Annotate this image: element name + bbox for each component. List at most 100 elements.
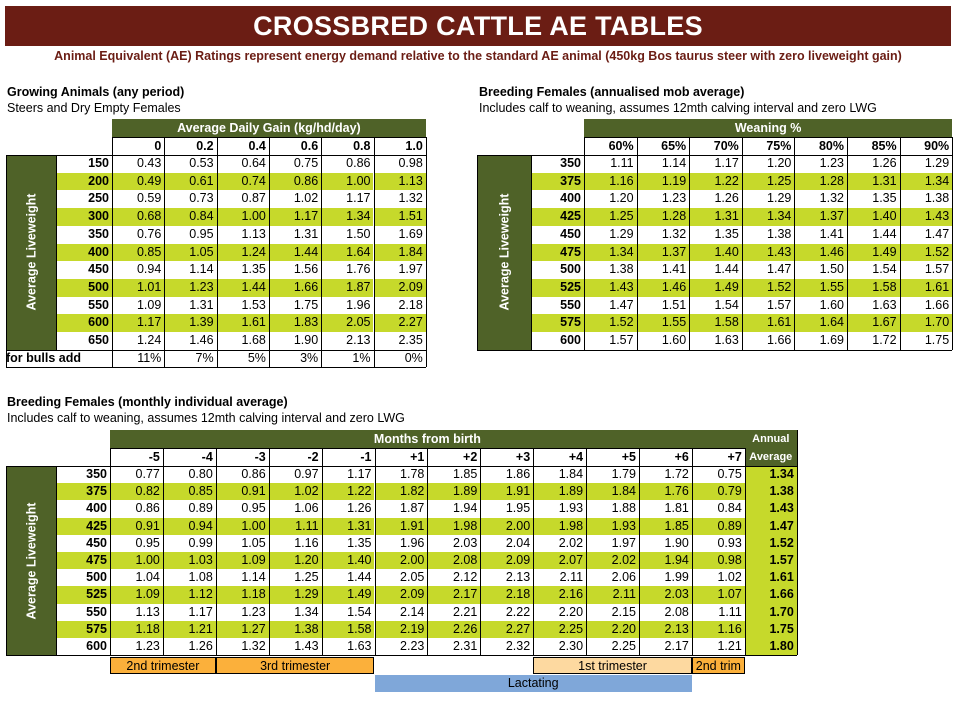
table-cell: 1.25: [268, 569, 322, 587]
grid-line: [741, 137, 743, 350]
table-cell: 1.61: [899, 278, 953, 297]
table-cell: 1.17: [321, 466, 375, 484]
table-cell: 1.29: [268, 586, 322, 604]
table-cell: 2.03: [639, 586, 692, 604]
table-cell: 1.66: [899, 296, 953, 315]
annual-average-cell: 1.80: [744, 638, 797, 656]
table-cell: 2.02: [533, 534, 587, 552]
table-cell: 2.35: [373, 332, 426, 350]
table-cell: 1.31: [164, 296, 217, 315]
table-cell: 1.44: [268, 243, 322, 262]
table-cell: 1.28: [636, 208, 690, 226]
grid-line: [6, 155, 112, 156]
page-title: CROSSBRED CATTLE AE TABLES: [5, 6, 951, 46]
table-cell: 1.43: [584, 278, 637, 297]
annualised-subtitle: Includes calf to weaning, assumes 12mth …: [479, 101, 877, 115]
grid-line: [112, 137, 113, 368]
row-label: 450: [531, 225, 584, 244]
table-cell: 0.79: [691, 483, 745, 501]
table-cell: 1.31: [321, 517, 375, 535]
col-group-label: Weaning %: [584, 119, 953, 137]
table-cell: 1.00: [216, 208, 269, 226]
table-cell: 1.24: [112, 332, 165, 350]
table-cell: 2.18: [373, 296, 426, 315]
table-cell: 1.51: [373, 208, 426, 226]
table-cell: 1.63: [847, 296, 900, 315]
annual-average-cell: 1.57: [744, 552, 797, 570]
row-label: 600: [56, 314, 112, 332]
column-header: 1.0: [373, 137, 426, 155]
column-header: 0.8: [321, 137, 374, 155]
table-cell: 2.11: [533, 569, 587, 587]
table-cell: 1.02: [691, 569, 745, 587]
row-label: 350: [56, 225, 112, 244]
table-cell: 1.69: [373, 225, 426, 244]
grid-line: [477, 155, 478, 350]
phase-third-trimester: 3rd trimester: [215, 657, 375, 675]
table-cell: 1.35: [216, 261, 269, 279]
table-cell: 1.26: [689, 190, 742, 209]
row-label: 500: [531, 261, 584, 279]
table-cell: 1.39: [164, 314, 217, 332]
table-cell: 1.16: [584, 172, 637, 191]
table-cell: 1.57: [584, 332, 637, 350]
table-cell: 1.34: [741, 208, 795, 226]
column-header: -3: [215, 448, 269, 466]
phase-lactating: Lactating: [374, 675, 692, 693]
grid-line: [6, 367, 426, 369]
annual-average-cell: 1.43: [744, 500, 797, 518]
table-cell: 1.32: [373, 190, 426, 209]
table-cell: 1.95: [480, 500, 534, 518]
row-label: 575: [56, 620, 110, 638]
table-cell: 1.23: [215, 603, 269, 621]
grid-line: [110, 448, 111, 656]
grid-line: [56, 155, 57, 350]
table-cell: 0.95: [215, 500, 269, 518]
column-header: +2: [427, 448, 481, 466]
grid-line: [162, 448, 164, 656]
row-label: 525: [56, 586, 110, 604]
row-label: 450: [56, 534, 110, 552]
grid-line: [796, 430, 798, 656]
table-cell: 0.59: [112, 190, 165, 209]
table-cell: 2.08: [639, 603, 692, 621]
table-cell: 2.09: [373, 278, 426, 297]
table-cell: 1.31: [689, 208, 742, 226]
table-cell: 2.08: [427, 552, 481, 570]
table-cell: 1.70: [899, 314, 953, 332]
table-cell: 0.68: [112, 208, 165, 226]
table-cell: 1.02: [268, 190, 322, 209]
table-cell: 1.09: [112, 296, 165, 315]
column-header: -1: [321, 448, 375, 466]
table-cell: 1.29: [741, 190, 795, 209]
table-cell: 1.43: [899, 208, 953, 226]
table-cell: 1.38: [268, 620, 322, 638]
row-label: 200: [56, 172, 112, 191]
table-cell: 0.73: [164, 190, 217, 209]
table-cell: 1.26: [321, 500, 375, 518]
table-cell: 1.46: [794, 243, 847, 262]
table-cell: 0.89: [162, 500, 216, 518]
table-cell: 1.09: [215, 552, 269, 570]
table-cell: 0.89: [691, 517, 745, 535]
grid-line: [952, 137, 954, 350]
table-cell: 1.63: [321, 638, 375, 656]
row-label: 150: [56, 155, 112, 173]
table-cell: 1.08: [162, 569, 216, 587]
column-header: +6: [639, 448, 692, 466]
table-cell: 1.82: [374, 483, 428, 501]
table-cell: 1.23: [636, 190, 690, 209]
table-cell: 1.47: [584, 296, 637, 315]
table-cell: 1.00: [110, 552, 163, 570]
table-cell: 1.84: [533, 466, 587, 484]
table-cell: 1.17: [689, 155, 742, 173]
table-cell: 1.35: [321, 534, 375, 552]
table-cell: 2.16: [533, 586, 587, 604]
grid-line: [6, 466, 7, 656]
table-cell: 1.58: [689, 314, 742, 332]
table-cell: 0.98: [373, 155, 426, 173]
table-cell: 1.51: [636, 296, 690, 315]
table-cell: 2.31: [427, 638, 481, 656]
table-cell: 1.50: [321, 225, 374, 244]
table-cell: 1.40: [689, 243, 742, 262]
